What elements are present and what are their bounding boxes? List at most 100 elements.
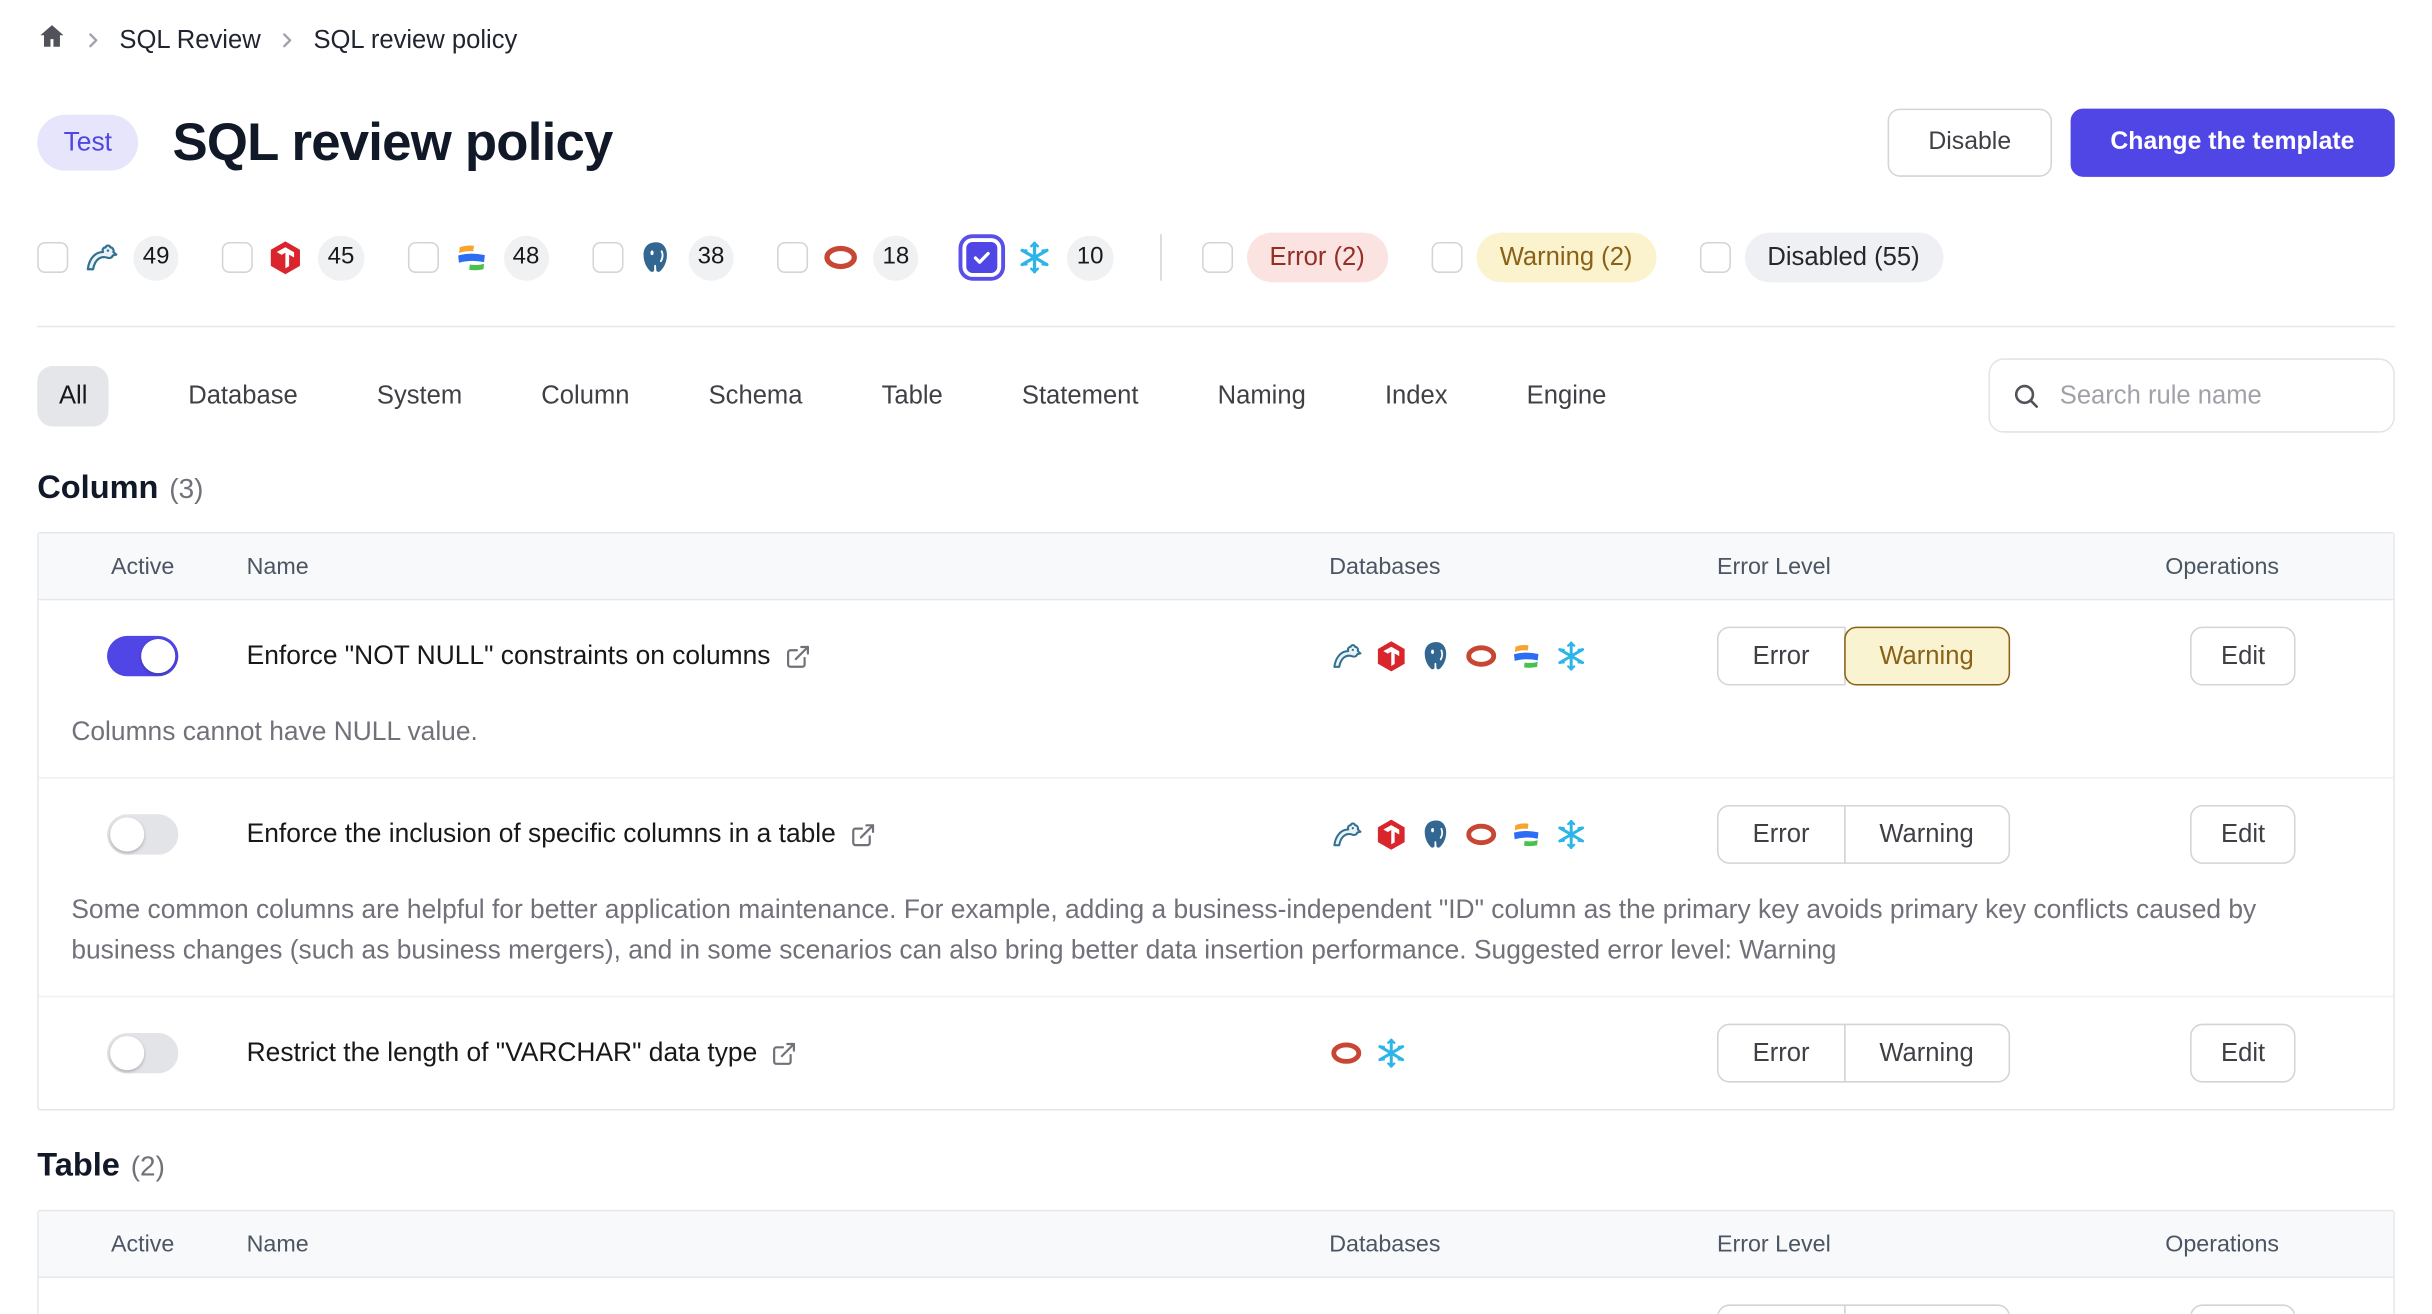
tab-schema[interactable]: Schema <box>708 380 803 409</box>
level-error-button[interactable]: Error <box>1716 1304 1846 1314</box>
rule-row: Enforce inclusion of primary key in a ta… <box>39 1278 2393 1314</box>
edit-button[interactable]: Edit <box>2190 804 2297 864</box>
section-heading-table: Table (2) <box>37 1148 2395 1185</box>
breadcrumb-current: SQL review policy <box>313 25 518 54</box>
engine-count-badge: 48 <box>503 234 549 280</box>
engine-filter-oracle[interactable]: 18 <box>777 234 919 280</box>
table-header-row: Active Name Databases Error Level Operations <box>38 533 2394 601</box>
rules-table-column: Active Name Databases Error Level Operations… <box>37 531 2395 1111</box>
active-toggle[interactable] <box>107 1032 179 1074</box>
snowflake-icon <box>1016 239 1053 276</box>
column-header-active: Active <box>110 1230 175 1258</box>
rule-name: Enforce the inclusion of specific column… <box>246 818 836 849</box>
column-header-operations: Operations <box>2165 1230 2280 1258</box>
disable-button[interactable]: Disable <box>1888 108 2052 177</box>
page-title: SQL review policy <box>172 112 613 172</box>
edit-button[interactable]: Edit <box>2190 626 2297 686</box>
filter-row: 49 45 48 38 18 10 Error (2) Warning (2) Disable… <box>37 232 2395 283</box>
oracle-icon <box>1464 639 1498 673</box>
external-link-icon[interactable] <box>771 1040 797 1066</box>
rule-databases <box>1329 1036 1717 1070</box>
level-error-button[interactable]: Error <box>1716 804 1846 864</box>
checkbox-postgres[interactable] <box>592 241 624 273</box>
search-input[interactable] <box>2056 379 2372 412</box>
checkbox-mysql[interactable] <box>37 241 69 273</box>
level-filters: Error (2) Warning (2) Disabled (55) <box>1201 232 1986 283</box>
tidb-icon <box>267 239 304 276</box>
level-warning-button[interactable]: Warning <box>1843 626 2010 686</box>
snowflake-icon <box>1554 817 1588 851</box>
section-heading-column: Column (3) <box>37 470 2395 507</box>
engine-filter-mysql[interactable]: 49 <box>37 234 179 280</box>
active-toggle[interactable] <box>107 814 179 855</box>
level-filter-warning[interactable]: Warning (2) <box>1431 232 1656 283</box>
engine-filter-snowflake[interactable]: 10 <box>962 234 1113 280</box>
mysql-icon <box>82 239 119 276</box>
tab-engine[interactable]: Engine <box>1526 380 1607 409</box>
rule-description: Some common columns are helpful for bett… <box>71 894 2257 965</box>
oracle-icon <box>1464 817 1498 851</box>
edit-button[interactable]: Edit <box>2190 1023 2297 1083</box>
rule-main: Enforce inclusion of primary key in a ta… <box>39 1278 2393 1314</box>
external-link-icon[interactable] <box>784 643 810 669</box>
rules-table-table: Active Name Databases Error Level Operations… <box>37 1209 2395 1314</box>
checkbox-disabled[interactable] <box>1699 241 1731 273</box>
level-error-button[interactable]: Error <box>1716 626 1846 686</box>
checkbox-tidb[interactable] <box>222 241 254 273</box>
column-header-name: Name <box>246 1230 309 1258</box>
tabs-row: All Database System Column Schema Table Statem… <box>37 358 2395 433</box>
tab-table[interactable]: Table <box>881 380 943 409</box>
engine-count-badge: 18 <box>873 234 919 280</box>
section-title: Table <box>37 1147 120 1184</box>
external-link-icon[interactable] <box>850 821 876 847</box>
tab-column[interactable]: Column <box>541 380 630 409</box>
rule-main: Enforce the inclusion of specific column… <box>39 779 2393 891</box>
breadcrumb-sql-review[interactable]: SQL Review <box>119 25 261 54</box>
column-header-name: Name <box>246 552 309 580</box>
level-warning-button[interactable]: Warning <box>1843 1304 2010 1314</box>
engine-count-badge: 38 <box>688 234 734 280</box>
engine-filter-postgres[interactable]: 38 <box>592 234 734 280</box>
column-header-error-level: Error Level <box>1716 552 1831 580</box>
home-icon[interactable] <box>37 22 66 59</box>
table-header-row: Active Name Databases Error Level Operations <box>38 1211 2394 1279</box>
level-warning-button[interactable]: Warning <box>1843 1023 2010 1083</box>
checkbox-oracle[interactable] <box>777 241 809 273</box>
rule-row: Restrict the length of "VARCHAR" data ty… <box>39 997 2393 1109</box>
edit-button[interactable]: Edit <box>2190 1304 2297 1314</box>
checkbox-error[interactable] <box>1201 241 1233 273</box>
checkbox-warning[interactable] <box>1431 241 1463 273</box>
level-error-button[interactable]: Error <box>1716 1023 1846 1083</box>
engine-filter-oceanbase[interactable]: 48 <box>407 234 549 280</box>
active-toggle[interactable] <box>107 635 179 677</box>
tab-naming[interactable]: Naming <box>1217 380 1306 409</box>
tab-system[interactable]: System <box>376 380 463 409</box>
oracle-icon <box>1329 1036 1363 1070</box>
oceanbase-icon <box>1509 639 1543 673</box>
level-warning-button[interactable]: Warning <box>1843 804 2010 864</box>
change-template-button[interactable]: Change the template <box>2070 108 2395 177</box>
checkbox-oceanbase[interactable] <box>407 241 439 273</box>
level-filter-error[interactable]: Error (2) <box>1201 232 1389 283</box>
rule-main: Enforce "NOT NULL" constraints on column… <box>39 600 2393 712</box>
tab-database[interactable]: Database <box>188 380 298 409</box>
category-tabs: All Database System Column Schema Table Statem… <box>37 365 1607 426</box>
checkbox-snowflake[interactable] <box>966 241 998 273</box>
rule-name: Restrict the length of "VARCHAR" data ty… <box>246 1037 758 1068</box>
level-pill-warning: Warning (2) <box>1476 232 1656 283</box>
postgres-icon <box>1419 817 1453 851</box>
breadcrumb: SQL Review SQL review policy <box>0 0 2432 62</box>
postgres-icon <box>637 239 674 276</box>
tab-index[interactable]: Index <box>1384 380 1448 409</box>
tab-all[interactable]: All <box>37 365 110 426</box>
column-header-databases: Databases <box>1329 1230 1441 1258</box>
rule-sections: Column (3) Active Name Databases Error Level O… <box>0 470 2432 1314</box>
divider <box>37 325 2395 328</box>
level-filter-disabled[interactable]: Disabled (55) <box>1699 232 1943 283</box>
tab-statement[interactable]: Statement <box>1021 380 1139 409</box>
engine-filter-tidb[interactable]: 45 <box>222 234 364 280</box>
rule-name: Enforce "NOT NULL" constraints on column… <box>246 640 771 671</box>
